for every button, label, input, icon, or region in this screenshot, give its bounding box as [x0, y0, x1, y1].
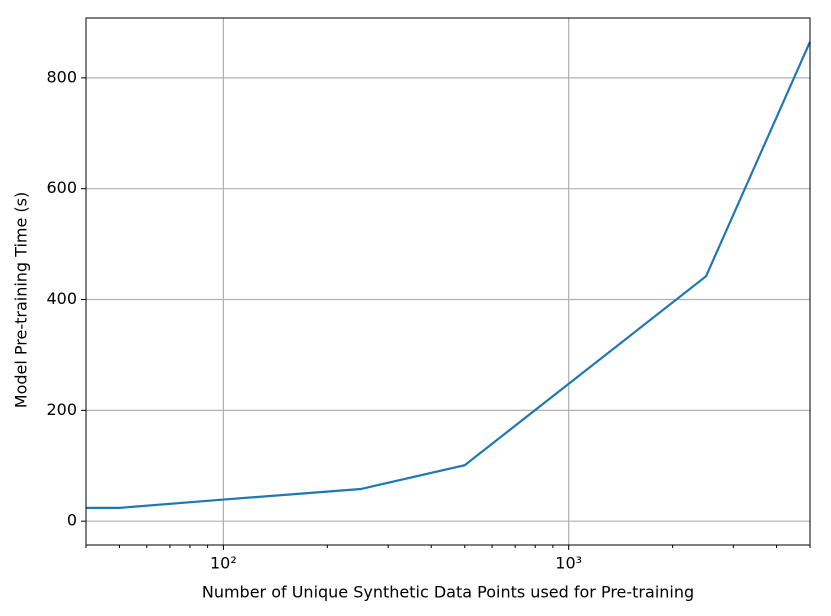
- x-tick-label: 10³: [555, 554, 582, 573]
- data-line: [86, 41, 812, 509]
- plot-frame: [85, 17, 811, 546]
- y-tick-label: 0: [67, 511, 77, 530]
- x-axis-label: Number of Unique Synthetic Data Points u…: [202, 583, 694, 602]
- y-tick-label: 600: [46, 178, 77, 197]
- x-tick-label: 10²: [210, 554, 237, 573]
- y-axis-label: Model Pre-training Time (s): [12, 192, 31, 408]
- y-tick-label: 200: [46, 400, 77, 419]
- y-tick-label: 400: [46, 289, 77, 308]
- y-tick-label: 800: [46, 67, 77, 86]
